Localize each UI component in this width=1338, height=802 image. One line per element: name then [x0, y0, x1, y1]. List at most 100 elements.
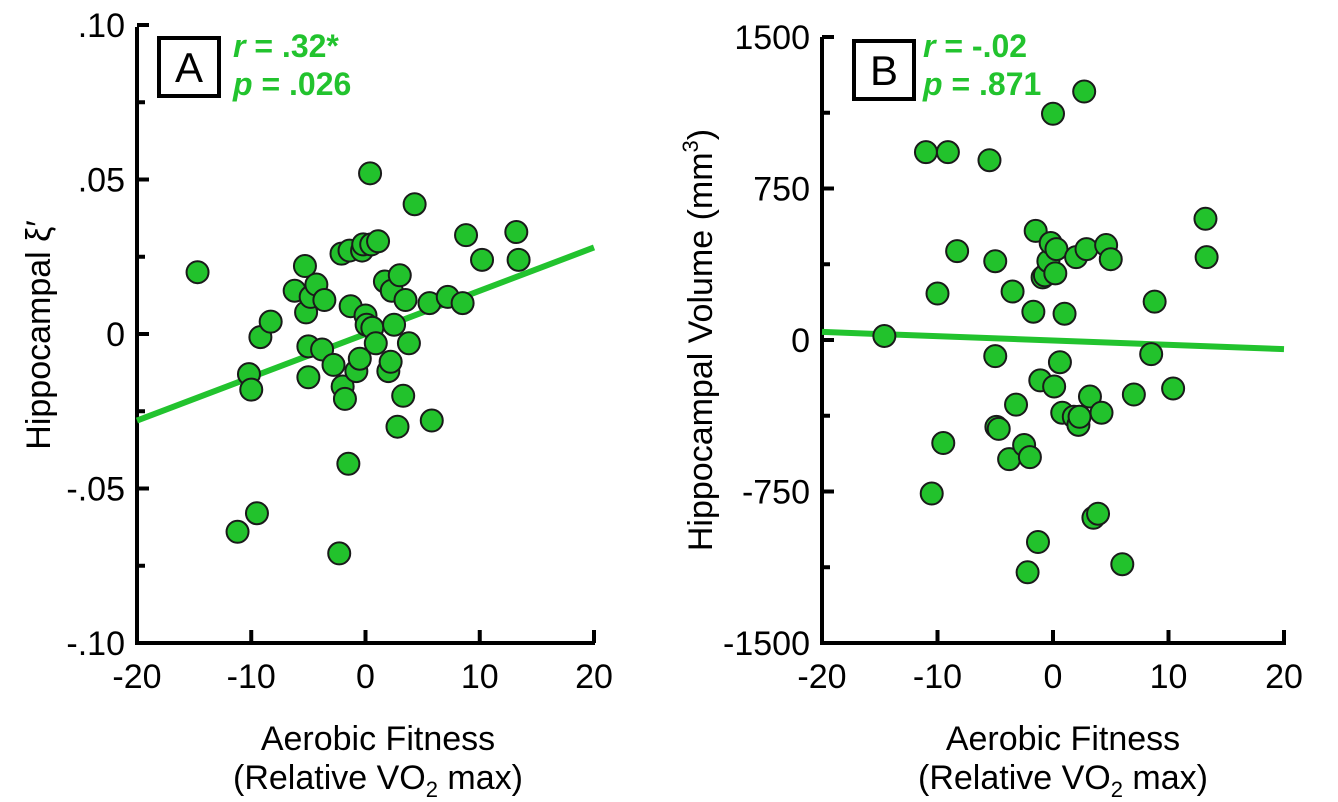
data-point — [1047, 350, 1072, 375]
data-point — [366, 229, 391, 254]
x-tick-label: -10 — [913, 658, 962, 696]
data-point — [258, 309, 283, 334]
stats-r: r = .32* — [233, 28, 339, 64]
x-tick-label: 20 — [575, 658, 613, 696]
data-point — [931, 431, 956, 456]
data-point — [393, 288, 418, 313]
data-point — [872, 323, 897, 348]
panel-label: A — [175, 44, 203, 91]
x-tick-label: -20 — [797, 658, 846, 696]
data-point — [292, 254, 317, 279]
y-tick-label: .10 — [78, 7, 125, 45]
y-tick-label: 0 — [791, 322, 810, 360]
data-point — [391, 383, 416, 408]
data-point — [244, 501, 269, 526]
panel-b: -1500 -750 0 750 1500 -20 -10 0 10 20 B r = -.02… — [678, 19, 1303, 802]
y-ticks: -1500 -750 0 750 1500 — [723, 19, 834, 663]
data-point — [983, 249, 1008, 274]
y-tick-label: 0 — [106, 316, 125, 354]
data-point — [1021, 299, 1046, 324]
x-tick-label: 0 — [356, 658, 375, 696]
y-tick-label: -.05 — [66, 471, 125, 509]
data-point — [450, 291, 475, 316]
data-point — [396, 331, 421, 356]
y-axis-label: Hippocampal Volume (mm3) — [678, 129, 720, 551]
data-point — [977, 148, 1002, 173]
fit-line — [821, 328, 1285, 353]
data-point — [1004, 392, 1029, 417]
data-point — [327, 541, 352, 566]
y-tick-label: 750 — [753, 171, 810, 209]
data-point — [378, 349, 403, 374]
data-point — [419, 408, 444, 433]
y-ticks: -.10 -.05 0 .05 .10 — [66, 7, 149, 663]
y-tick-label: -1500 — [723, 625, 810, 663]
stats-p: p = .026 — [232, 66, 351, 102]
data-point — [336, 451, 361, 476]
data-point — [506, 247, 531, 272]
data-point — [225, 519, 250, 544]
data-point — [1121, 382, 1146, 407]
data-point — [919, 481, 944, 506]
data-point — [1041, 101, 1065, 126]
y-tick-label: .05 — [78, 162, 125, 200]
data-point — [363, 331, 388, 356]
data-point — [983, 344, 1008, 369]
data-point — [1074, 237, 1099, 262]
data-point — [1194, 245, 1219, 270]
x-axis-label: Aerobic Fitness — [261, 720, 495, 758]
data-point — [1015, 560, 1040, 585]
data-point — [504, 220, 529, 245]
data-point — [382, 312, 407, 337]
scatter-points — [872, 79, 1219, 585]
x-axis-label: Aerobic Fitness — [946, 720, 1180, 758]
data-point — [387, 263, 412, 288]
data-point — [321, 352, 346, 377]
stats-p: p = .871 — [922, 66, 1041, 102]
data-point — [925, 281, 950, 306]
x-tick-label: -10 — [227, 658, 276, 696]
x-tick-label: -20 — [112, 658, 161, 696]
data-point — [1052, 301, 1077, 326]
data-point — [402, 192, 427, 217]
data-point — [347, 346, 372, 371]
x-ticks: -20 -10 0 10 20 — [797, 630, 1303, 696]
data-point — [239, 377, 264, 402]
data-point — [470, 247, 495, 272]
data-point — [1043, 261, 1068, 286]
data-point — [358, 161, 383, 186]
data-point — [1072, 79, 1097, 104]
data-point — [945, 239, 970, 264]
x-axis-sublabel: (Relative VO2 max) — [918, 759, 1208, 802]
fit-line-group — [821, 328, 1285, 353]
data-point — [312, 288, 337, 313]
panel-a: -.10 -.05 0 .05 .10 -20 -10 0 10 20 A r = .32* p… — [20, 7, 613, 802]
y-tick-label: -.10 — [66, 625, 125, 663]
y-axis-label: Hippocampal ξ′ — [20, 220, 58, 449]
data-point — [385, 414, 410, 439]
data-point — [913, 140, 938, 165]
data-point — [454, 223, 479, 248]
x-tick-label: 10 — [1150, 658, 1188, 696]
data-point — [1161, 376, 1186, 401]
x-axis-sublabel: (Relative VO2 max) — [233, 759, 523, 802]
x-tick-label: 0 — [1044, 658, 1063, 696]
x-ticks: -20 -10 0 10 20 — [112, 630, 613, 696]
data-point — [1086, 501, 1111, 526]
data-point — [1110, 552, 1135, 577]
data-point — [1017, 445, 1042, 470]
panel-label-box — [157, 36, 221, 98]
data-point — [935, 140, 960, 165]
scatter-points — [185, 161, 531, 566]
data-point — [1139, 342, 1164, 367]
data-point — [1089, 400, 1114, 425]
data-point — [1098, 247, 1123, 272]
data-point — [1025, 530, 1050, 554]
x-tick-label: 10 — [461, 658, 499, 696]
x-tick-label: 20 — [1265, 658, 1303, 696]
panel-label-box — [852, 39, 916, 101]
data-point — [1000, 279, 1025, 304]
data-point — [986, 416, 1011, 441]
data-point — [1077, 384, 1102, 409]
